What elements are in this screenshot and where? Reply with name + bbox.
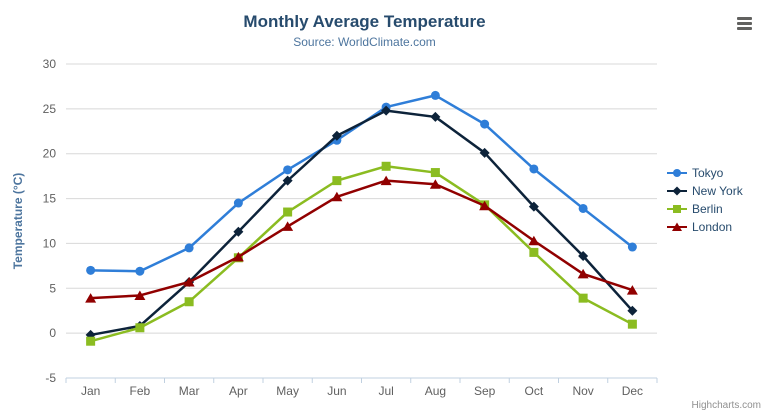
data-point-marker[interactable] — [577, 268, 589, 279]
data-point-marker[interactable] — [233, 198, 243, 208]
data-point-marker — [672, 222, 682, 231]
series-line-tokyo — [90, 94, 634, 273]
data-point-marker[interactable] — [578, 293, 588, 303]
data-point-marker[interactable] — [282, 221, 294, 231]
data-point-marker[interactable] — [529, 164, 539, 174]
data-point-marker[interactable] — [381, 105, 392, 116]
data-point-marker[interactable] — [183, 277, 195, 287]
data-point-marker[interactable] — [85, 293, 97, 303]
data-point-marker — [673, 169, 681, 177]
y-axis-label: 25 — [43, 102, 57, 116]
data-point-marker[interactable] — [135, 323, 145, 333]
credits-link[interactable]: Highcharts.com — [691, 400, 761, 411]
data-point-marker[interactable] — [282, 175, 293, 186]
legend-item-label: Tokyo — [692, 166, 724, 180]
data-point-marker[interactable] — [332, 176, 342, 186]
legend-item-new-york[interactable]: New York — [667, 184, 767, 198]
data-point-marker[interactable] — [479, 200, 491, 211]
data-point-marker[interactable] — [429, 179, 441, 189]
data-point-marker[interactable] — [232, 251, 244, 262]
chart-subtitle: Source: WorldClimate.com — [293, 35, 436, 49]
data-point-marker[interactable] — [184, 297, 194, 307]
y-axis-label: -5 — [45, 371, 56, 385]
x-axis-label: Jul — [378, 384, 393, 398]
data-point-marker[interactable] — [430, 168, 440, 178]
data-point-marker[interactable] — [528, 201, 539, 212]
series-line-london — [90, 179, 633, 300]
data-point-marker[interactable] — [233, 226, 244, 237]
data-point-marker[interactable] — [283, 207, 293, 217]
data-point-marker[interactable] — [528, 235, 540, 246]
data-point-marker[interactable] — [480, 119, 490, 129]
data-point-marker[interactable] — [578, 203, 588, 213]
legend-marker-icon — [667, 222, 687, 231]
data-point-marker[interactable] — [627, 242, 637, 252]
data-point-marker[interactable] — [184, 243, 194, 253]
data-point-marker[interactable] — [627, 319, 637, 329]
legend: Tokyo New York Berlin London — [667, 166, 767, 234]
data-point-marker[interactable] — [331, 130, 342, 141]
data-point-marker[interactable] — [626, 285, 638, 295]
data-point-marker[interactable] — [430, 111, 441, 122]
legend-item-label: New York — [692, 184, 743, 198]
x-axis-label: Oct — [525, 384, 544, 398]
series-line-berlin — [90, 165, 633, 343]
x-axis-label: Jan — [81, 384, 100, 398]
data-point-marker[interactable] — [86, 336, 96, 346]
hamburger-icon — [736, 26, 752, 30]
data-point-marker[interactable] — [578, 250, 589, 261]
y-axis-label: 20 — [43, 147, 57, 161]
data-point-marker[interactable] — [380, 175, 392, 186]
y-axis-title: Temperature (°C) — [11, 173, 25, 270]
y-axis-label: 15 — [43, 192, 57, 206]
data-point-marker — [672, 186, 682, 196]
y-axis-label: 30 — [43, 57, 57, 71]
y-axis-label: 10 — [43, 236, 57, 250]
data-point-marker[interactable] — [283, 165, 293, 175]
x-axis-label: Apr — [229, 384, 248, 398]
series-line-new-york — [90, 109, 634, 337]
x-axis-label: Nov — [572, 384, 593, 398]
y-axis-label: 5 — [49, 281, 56, 295]
y-axis-label: 0 — [49, 326, 56, 340]
legend-item-london[interactable]: London — [667, 220, 767, 234]
x-axis-label: Feb — [130, 384, 151, 398]
legend-marker-icon — [667, 205, 687, 213]
export-menu-button[interactable] — [731, 12, 757, 34]
legend-marker-icon — [667, 186, 687, 196]
x-axis-label: Aug — [425, 384, 446, 398]
data-point-marker[interactable] — [331, 191, 343, 202]
x-axis-label: Sep — [474, 384, 496, 398]
legend-item-label: London — [692, 220, 733, 234]
data-point-marker[interactable] — [430, 90, 440, 100]
legend-item-berlin[interactable]: Berlin — [667, 202, 767, 216]
data-point-marker[interactable] — [381, 161, 391, 171]
data-point-marker — [673, 205, 681, 213]
hamburger-icon — [736, 16, 752, 20]
x-axis-label: Dec — [622, 384, 643, 398]
data-point-marker[interactable] — [529, 247, 539, 257]
hamburger-icon — [736, 21, 752, 25]
x-axis-label: May — [276, 384, 299, 398]
chart-title: Monthly Average Temperature — [243, 12, 486, 31]
x-axis-label: Mar — [179, 384, 200, 398]
x-axis-label: Jun — [327, 384, 346, 398]
data-point-marker[interactable] — [86, 265, 96, 275]
legend-item-tokyo[interactable]: Tokyo — [667, 166, 767, 180]
data-point-marker[interactable] — [479, 147, 490, 158]
legend-marker-icon — [667, 169, 687, 177]
data-point-marker[interactable] — [627, 305, 638, 316]
legend-item-label: Berlin — [692, 202, 723, 216]
data-point-marker[interactable] — [135, 266, 145, 276]
data-point-marker[interactable] — [134, 290, 146, 300]
